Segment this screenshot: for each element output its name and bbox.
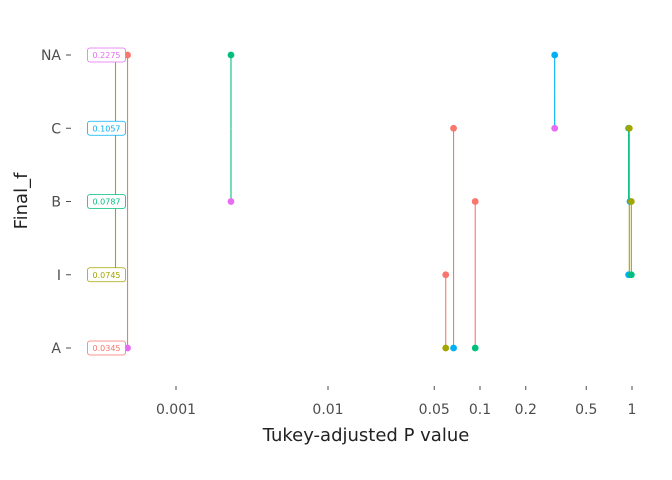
x-tick-label-4: 0.2 — [515, 402, 537, 418]
x-tick-label-1: 0.01 — [312, 402, 343, 418]
points-layer — [112, 51, 635, 352]
badge-NA: 0.2275 — [87, 47, 126, 63]
point-B-8 — [227, 198, 235, 205]
badge-box — [87, 340, 126, 356]
badge-label: 0.0345 — [93, 344, 121, 353]
badge-C: 0.1057 — [87, 120, 126, 136]
point-NA-3 — [551, 51, 559, 59]
y-tick-label-I: I — [57, 268, 61, 284]
badge-label: 0.1057 — [93, 124, 121, 133]
point-C-4 — [450, 124, 457, 132]
x-tick-label-3: 0.1 — [469, 402, 491, 418]
badge-I: 0.0745 — [87, 267, 126, 283]
point-A-18 — [450, 344, 457, 352]
x-tick-label-0: 0.001 — [156, 402, 196, 418]
badge-A: 0.0345 — [87, 340, 126, 356]
badge-label: 0.0787 — [93, 198, 121, 207]
point-B-9 — [471, 198, 479, 205]
point-A-19 — [471, 344, 479, 352]
badge-box — [87, 194, 126, 209]
x-axis-title: Tukey-adjusted P value — [262, 425, 470, 446]
x-tick-label-6: 1 — [628, 402, 637, 418]
point-I-15 — [627, 271, 635, 279]
y-axis: A I B C NA — [41, 48, 71, 357]
point-I-13 — [442, 271, 450, 279]
badge-label: 0.2275 — [93, 51, 121, 60]
y-tick-label-A: A — [51, 341, 61, 357]
x-tick-label-2: 0.05 — [419, 402, 450, 418]
badge-box — [87, 120, 126, 136]
point-B-11 — [627, 198, 635, 205]
x-axis: 0.001 0.01 0.05 0.1 0.2 0.5 1 — [156, 386, 637, 418]
badge-label: 0.0745 — [93, 271, 121, 280]
segments-layer — [114, 55, 632, 348]
point-C-7 — [625, 124, 633, 132]
point-A-17 — [442, 344, 450, 352]
badge-box — [87, 267, 126, 283]
y-tick-label-B: B — [51, 195, 61, 211]
point-NA-2 — [227, 51, 235, 59]
y-axis-title: Final_f — [11, 172, 32, 229]
point-C-5 — [551, 124, 559, 132]
y-tick-label-C: C — [51, 121, 61, 137]
y-tick-label-NA: NA — [41, 48, 61, 64]
badges-layer: 0.2275 0.1057 0.0787 0.0745 0.0345 — [87, 47, 126, 356]
badge-box — [87, 47, 126, 63]
badge-B: 0.0787 — [87, 194, 126, 209]
x-tick-label-5: 0.5 — [575, 402, 597, 418]
